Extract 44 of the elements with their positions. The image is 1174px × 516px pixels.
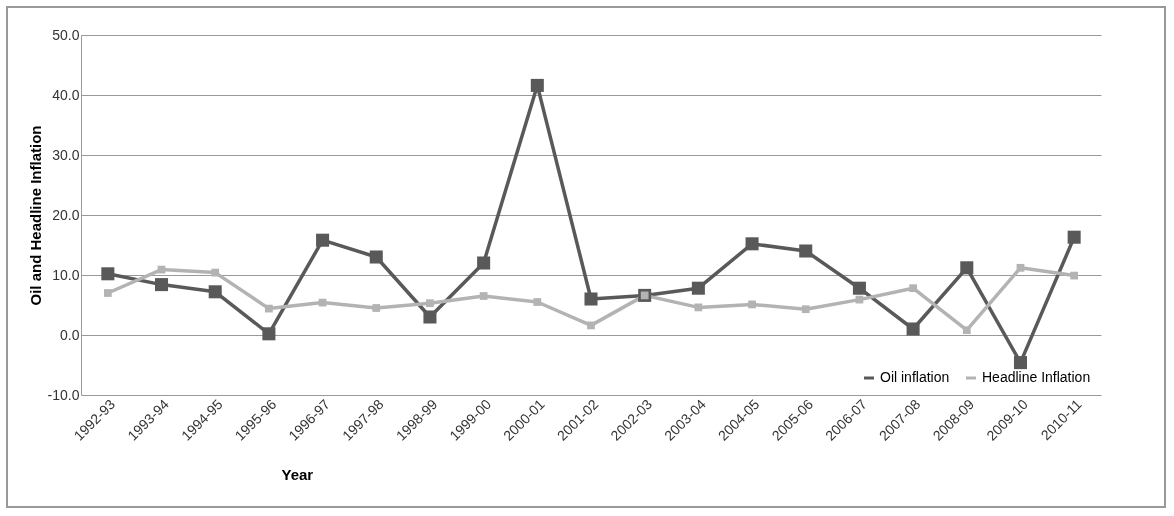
point: [691, 281, 705, 295]
y-tick-label: 30.0: [52, 146, 80, 163]
point: [801, 305, 810, 314]
point: [477, 256, 491, 270]
y-axis-title: Oil and Headline Inflation: [26, 125, 44, 306]
point: [369, 250, 383, 264]
legend-label: Oil inflation: [880, 369, 950, 385]
point: [1067, 230, 1081, 244]
point: [533, 298, 542, 306]
point: [584, 292, 598, 306]
point: [694, 303, 703, 312]
point: [960, 261, 974, 275]
point: [587, 321, 595, 330]
y-tick-label: -10.0: [47, 386, 80, 403]
y-tick-label: 10.0: [52, 266, 80, 283]
point: [211, 268, 220, 277]
point: [530, 78, 544, 92]
point: [155, 278, 169, 292]
point: [101, 267, 115, 281]
point: [372, 304, 381, 312]
y-tick-label: 0.0: [60, 326, 80, 343]
legend-label: Headline Inflation: [982, 369, 1091, 385]
x-axis-title: Year: [281, 465, 314, 483]
point: [748, 300, 756, 309]
point: [262, 327, 276, 341]
point: [316, 233, 330, 247]
point: [799, 244, 813, 258]
y-tick-label: 50.0: [52, 26, 80, 43]
point: [103, 289, 112, 297]
point: [1013, 356, 1027, 370]
point: [906, 322, 920, 336]
point: [265, 304, 273, 313]
y-tick-label: 40.0: [52, 86, 80, 103]
point: [479, 292, 488, 300]
point: [852, 281, 866, 295]
point: [1016, 263, 1025, 272]
point: [426, 299, 434, 308]
point: [423, 310, 437, 324]
y-tick-label: 20.0: [52, 206, 80, 223]
point: [909, 284, 917, 293]
point: [1070, 271, 1079, 280]
point: [208, 285, 222, 299]
point: [962, 326, 971, 335]
point: [745, 237, 759, 251]
